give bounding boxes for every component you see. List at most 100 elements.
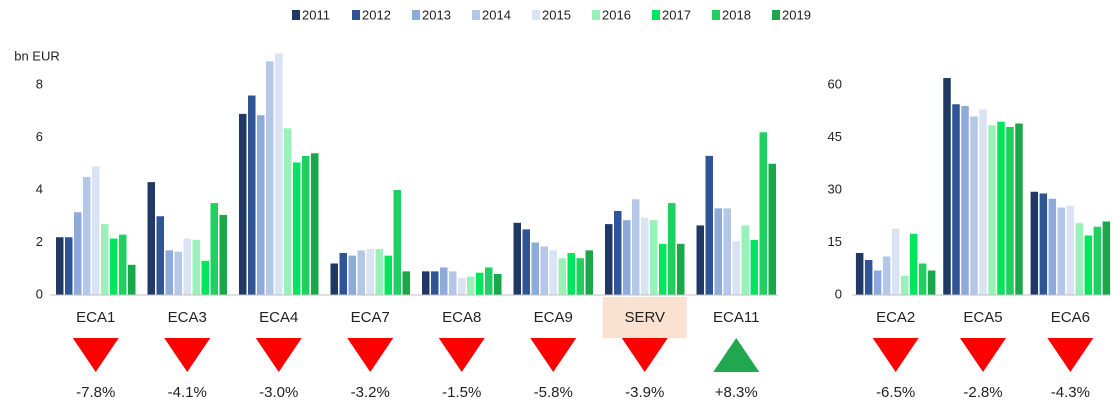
x-tick-label: ECA3 bbox=[168, 309, 207, 326]
bar bbox=[431, 271, 439, 295]
legend-swatch bbox=[292, 10, 300, 20]
bar bbox=[375, 249, 383, 295]
bar bbox=[750, 239, 758, 295]
legend-swatch bbox=[472, 10, 480, 20]
bar bbox=[119, 234, 127, 295]
bar bbox=[330, 263, 338, 295]
bar bbox=[882, 256, 891, 295]
y-tick-label: 45 bbox=[828, 129, 842, 144]
bar bbox=[723, 208, 731, 295]
bar bbox=[101, 224, 109, 295]
legend-label: 2015 bbox=[542, 7, 571, 22]
legend-label: 2019 bbox=[782, 7, 811, 22]
bar bbox=[864, 260, 873, 295]
bar bbox=[1039, 193, 1048, 295]
bar bbox=[384, 255, 392, 295]
bar bbox=[677, 243, 685, 295]
bar bbox=[714, 208, 722, 295]
bar bbox=[970, 116, 978, 295]
bar bbox=[266, 61, 274, 295]
bar bbox=[997, 121, 1005, 295]
change-label: -3.9% bbox=[625, 384, 664, 401]
y-tick-label: 8 bbox=[36, 76, 43, 91]
bar bbox=[927, 270, 936, 295]
change-label: -4.3% bbox=[1051, 384, 1090, 401]
bar bbox=[873, 270, 882, 295]
x-tick-label: ECA6 bbox=[1051, 309, 1090, 326]
bar bbox=[659, 243, 667, 295]
bar bbox=[522, 229, 530, 295]
y-axis-label: bn EUR bbox=[14, 48, 60, 63]
bar bbox=[219, 214, 227, 295]
change-label: -6.5% bbox=[876, 384, 915, 401]
y-tick-label: 2 bbox=[36, 234, 43, 249]
bar bbox=[192, 239, 200, 295]
bar bbox=[1084, 235, 1093, 295]
bar bbox=[979, 109, 987, 295]
bar bbox=[156, 216, 164, 295]
bar bbox=[302, 155, 310, 295]
bar bbox=[988, 125, 996, 295]
bar bbox=[1102, 221, 1111, 295]
y-tick-label: 0 bbox=[835, 286, 842, 301]
bar bbox=[632, 199, 640, 295]
down-triangle bbox=[1047, 338, 1094, 372]
bar bbox=[1015, 123, 1023, 295]
legend-swatch bbox=[532, 10, 540, 20]
x-tick-label: ECA5 bbox=[963, 309, 1002, 326]
bar bbox=[614, 211, 622, 295]
legend-label: 2018 bbox=[722, 7, 751, 22]
bar bbox=[576, 258, 584, 295]
y-tick-label: 0 bbox=[36, 286, 43, 301]
bar bbox=[732, 241, 740, 295]
bar bbox=[476, 272, 484, 295]
bar bbox=[275, 53, 283, 295]
bar bbox=[668, 203, 676, 295]
x-tick-label: SERV bbox=[624, 309, 665, 326]
bar bbox=[918, 263, 927, 295]
bar bbox=[1075, 223, 1084, 295]
bar bbox=[741, 225, 749, 295]
legend-label: 2011 bbox=[302, 7, 330, 22]
legend-label: 2017 bbox=[662, 7, 691, 22]
x-tick-label: ECA9 bbox=[534, 309, 573, 326]
bar bbox=[56, 237, 64, 295]
bar bbox=[83, 176, 91, 295]
bar bbox=[449, 271, 457, 295]
bar bbox=[402, 271, 410, 295]
bar bbox=[1006, 127, 1014, 295]
legend-swatch bbox=[412, 10, 420, 20]
bar bbox=[696, 225, 704, 295]
bar bbox=[357, 250, 365, 295]
bar bbox=[952, 104, 960, 295]
bar bbox=[909, 233, 918, 295]
bar bbox=[248, 95, 256, 295]
bar bbox=[943, 78, 951, 295]
bar bbox=[855, 253, 864, 295]
legend-label: 2014 bbox=[482, 7, 511, 22]
y-tick-label: 15 bbox=[828, 234, 842, 249]
change-label: -4.1% bbox=[168, 384, 207, 401]
bar bbox=[549, 250, 557, 295]
x-tick-label: ECA11 bbox=[713, 309, 759, 326]
bar bbox=[605, 224, 613, 295]
bar bbox=[1057, 207, 1066, 295]
bar bbox=[284, 128, 292, 295]
x-tick-label: ECA7 bbox=[351, 309, 390, 326]
legend-swatch bbox=[592, 10, 600, 20]
change-label: -7.8% bbox=[76, 384, 115, 401]
x-tick-label: ECA1 bbox=[76, 309, 115, 326]
x-tick-label: ECA4 bbox=[259, 309, 298, 326]
bar bbox=[422, 271, 430, 295]
down-triangle bbox=[347, 338, 394, 372]
bar bbox=[1030, 191, 1039, 295]
bar bbox=[257, 115, 265, 295]
bar bbox=[1093, 226, 1102, 295]
bar bbox=[891, 228, 900, 295]
legend-swatch bbox=[712, 10, 720, 20]
bar bbox=[494, 274, 502, 295]
legend-label: 2013 bbox=[422, 7, 451, 22]
legend-label: 2012 bbox=[362, 7, 391, 22]
bar bbox=[440, 267, 448, 295]
